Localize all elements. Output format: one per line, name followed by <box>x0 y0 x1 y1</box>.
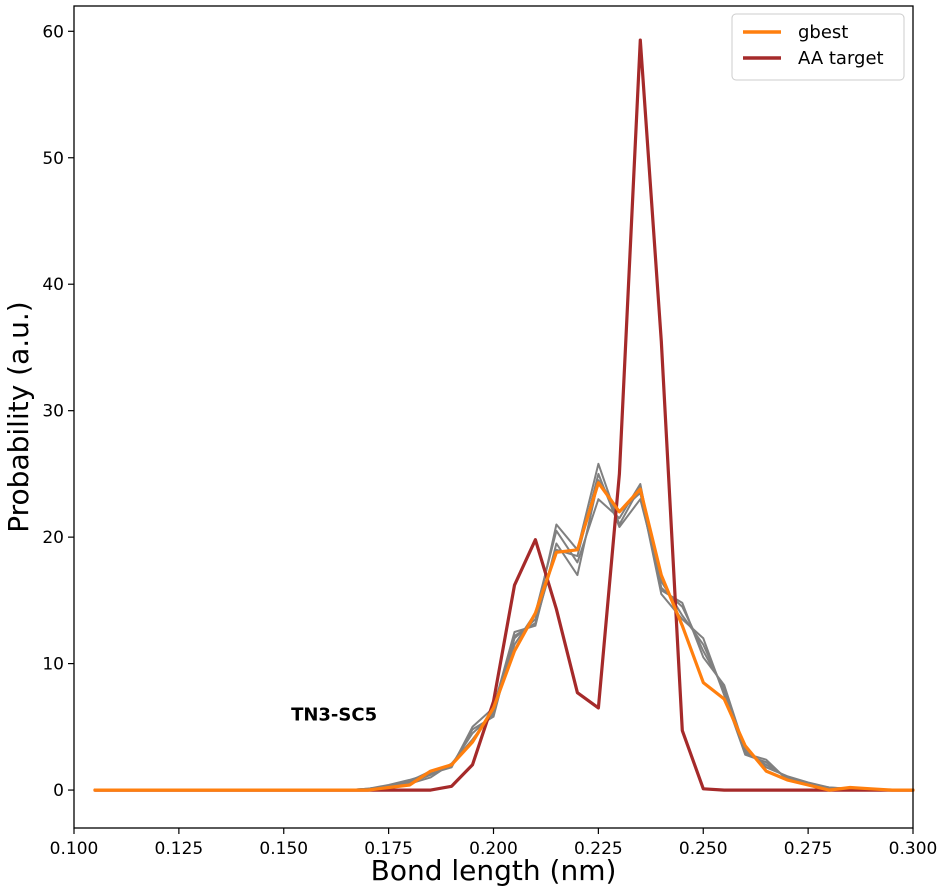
x-tick-label: 0.275 <box>784 839 833 859</box>
y-axis-ticks: 0 10 20 30 40 50 60 <box>42 22 74 801</box>
x-tick-label: 0.250 <box>679 839 728 859</box>
y-tick-label: 10 <box>42 655 64 675</box>
y-tick-label: 0 <box>53 781 64 801</box>
annotation-label: TN3-SC5 <box>291 705 377 726</box>
x-tick-label: 0.100 <box>50 839 99 859</box>
x-tick-label: 0.125 <box>155 839 204 859</box>
replica-line-0 <box>94 462 914 792</box>
x-axis-ticks: 0.100 0.125 0.150 0.175 0.200 0.225 0.250 0.275… <box>50 828 938 859</box>
x-tick-label: 0.225 <box>574 839 623 859</box>
y-tick-label: 50 <box>42 149 64 169</box>
replica-line-3 <box>94 472 914 792</box>
y-tick-label: 30 <box>42 402 64 422</box>
series-lines <box>93 38 915 792</box>
y-axis-label: Probability (a.u.) <box>2 301 35 532</box>
gbest-line <box>93 481 915 792</box>
x-tick-label: 0.200 <box>469 839 518 859</box>
x-tick-label: 0.300 <box>889 839 938 859</box>
x-tick-label: 0.150 <box>259 839 308 859</box>
legend-label-gbest: gbest <box>798 22 848 43</box>
legend-label-aa-target: AA target <box>798 48 884 69</box>
y-tick-label: 60 <box>42 22 64 42</box>
y-tick-label: 20 <box>42 528 64 548</box>
y-tick-label: 40 <box>42 275 64 295</box>
x-tick-label: 0.175 <box>364 839 413 859</box>
legend: gbest AA target <box>731 13 905 81</box>
x-axis-label: Bond length (nm) <box>371 854 617 887</box>
